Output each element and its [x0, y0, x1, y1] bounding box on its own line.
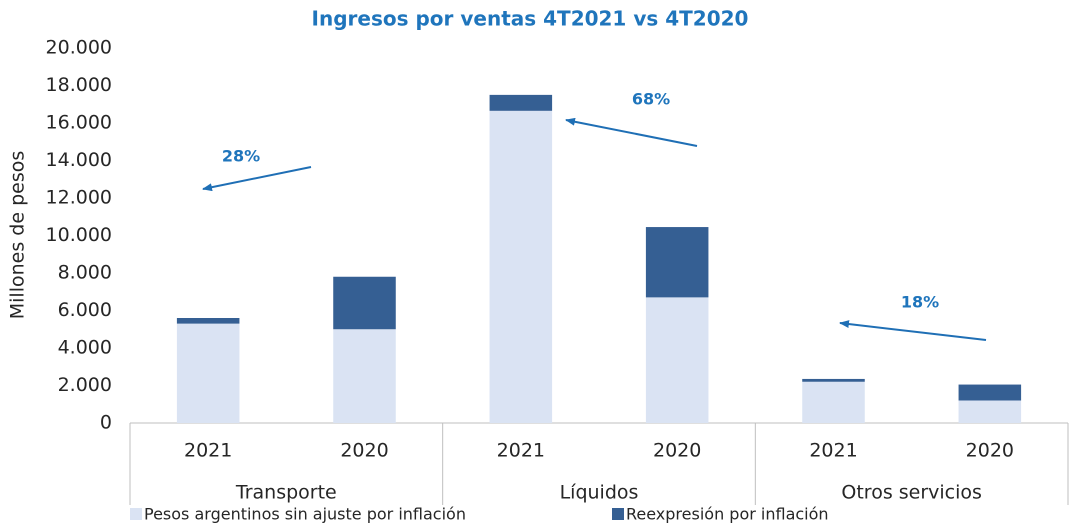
annotation: 68%	[632, 90, 670, 109]
legend-swatch	[130, 508, 142, 520]
bar	[489, 110, 553, 423]
annotation: 28%	[222, 147, 260, 166]
arrow	[202, 166, 312, 192]
y-tick-label: 20.000	[46, 37, 112, 59]
y-tick-label: 0	[100, 412, 112, 434]
bar	[333, 276, 396, 330]
y-tick-label: 12.000	[46, 187, 112, 209]
x-tick-label: 2021	[497, 440, 545, 462]
arrow	[565, 117, 698, 147]
bar	[802, 381, 865, 423]
bar	[333, 329, 396, 423]
arrow	[839, 320, 987, 341]
y-tick-label: 6.000	[58, 299, 112, 321]
bar	[958, 400, 1022, 423]
chart-title: Ingresos por ventas 4T2021 vs 4T2020	[312, 7, 749, 31]
group-label: Otros servicios	[841, 482, 982, 504]
x-tick-label: 2021	[809, 440, 857, 462]
bar	[489, 94, 553, 111]
y-tick-label: 2.000	[58, 374, 112, 396]
y-axis-label: Millones de pesos	[7, 151, 29, 320]
y-tick-label: 8.000	[58, 262, 112, 284]
y-tick-label: 14.000	[46, 149, 112, 171]
bar	[176, 318, 240, 324]
bar	[802, 378, 865, 382]
bar	[176, 323, 240, 423]
legend-label: Reexpresión por inflación	[626, 505, 829, 524]
y-tick-label: 18.000	[46, 74, 112, 96]
x-tick-label: 2021	[184, 440, 232, 462]
bar	[645, 227, 709, 298]
group-label: Líquidos	[560, 482, 639, 504]
group-label: Transporte	[235, 482, 337, 504]
y-tick-label: 4.000	[58, 337, 112, 359]
annotation: 18%	[901, 293, 939, 312]
bar	[958, 384, 1022, 401]
y-tick-label: 16.000	[46, 112, 112, 134]
x-tick-label: 2020	[653, 440, 701, 462]
legend-label: Pesos argentinos sin ajuste por inflació…	[144, 505, 466, 524]
y-tick-label: 10.000	[46, 224, 112, 246]
bar	[645, 297, 709, 423]
x-tick-label: 2020	[966, 440, 1014, 462]
legend-swatch	[612, 508, 624, 520]
x-tick-label: 2020	[340, 440, 388, 462]
